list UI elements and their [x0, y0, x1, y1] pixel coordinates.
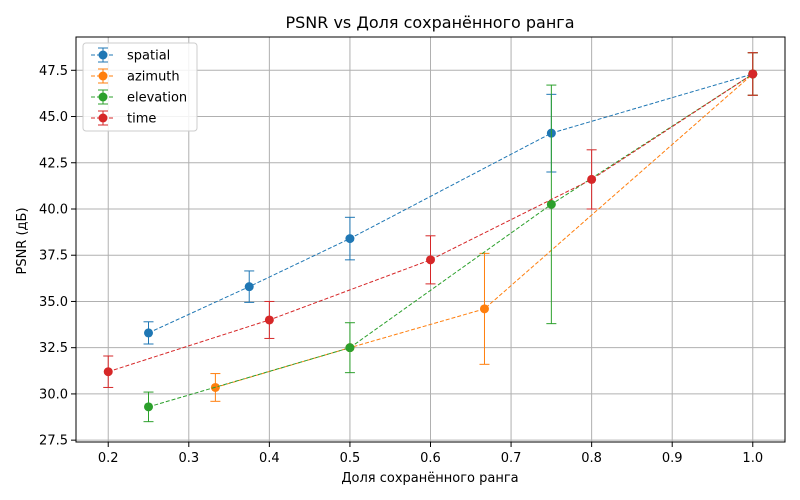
data-point-elevation: [144, 402, 154, 412]
series-azimuth: [210, 52, 758, 402]
legend-label: elevation: [127, 91, 187, 106]
legend-label: azimuth: [127, 70, 180, 85]
data-point-time: [103, 367, 113, 377]
data-point-time: [426, 255, 435, 265]
x-tick-label: 0.3: [178, 451, 199, 466]
x-tick-label: 0.5: [340, 451, 361, 466]
y-axis: 27.5 30.0 32.5 35.0 37.5 40.0 42.5 45.0 47.5: [39, 64, 76, 449]
x-tick-label: 0.2: [98, 451, 119, 466]
legend-marker: [98, 113, 108, 123]
y-tick-label: 37.5: [39, 249, 68, 264]
y-tick-label: 35.0: [39, 295, 68, 310]
y-tick-label: 32.5: [39, 341, 68, 356]
x-tick-label: 0.7: [501, 451, 522, 466]
data-point-time: [587, 174, 597, 184]
x-axis: 0.2 0.3 0.4 0.5 0.6 0.7 0.8 0.9 1.0: [98, 442, 763, 466]
x-tick-label: 1.0: [742, 451, 763, 466]
data-point-elevation: [546, 199, 556, 209]
legend-label: spatial: [127, 49, 170, 64]
data-point-spatial: [345, 234, 355, 244]
series-line-time: [108, 73, 754, 373]
data-point-spatial: [244, 282, 254, 292]
legend-box: [82, 42, 198, 132]
series-line-spatial: [148, 73, 753, 334]
y-tick-label: 45.0: [39, 110, 68, 125]
legend-marker: [98, 92, 108, 102]
series-layer: [103, 52, 758, 423]
x-tick-label: 0.8: [581, 451, 602, 466]
y-tick-label: 27.5: [39, 434, 68, 449]
y-axis-label: PSNR (дБ): [15, 207, 30, 274]
y-tick-label: 47.5: [39, 64, 68, 79]
series-line-elevation: [148, 73, 754, 408]
x-tick-label: 0.9: [662, 451, 683, 466]
legend-marker: [98, 50, 108, 60]
series-line-azimuth: [215, 73, 754, 388]
x-axis-label: Доля сохранённого ранга: [341, 471, 518, 486]
y-tick-label: 42.5: [39, 156, 68, 171]
series-time: [103, 52, 758, 388]
data-point-spatial: [144, 328, 154, 338]
chart-title: PSNR vs Доля сохранённого ранга: [285, 13, 574, 32]
series-spatial: [143, 52, 758, 345]
y-tick-label: 30.0: [39, 387, 68, 402]
data-point-time: [264, 315, 274, 325]
legend-label: time: [127, 112, 156, 127]
x-tick-label: 0.4: [259, 451, 280, 466]
legend: spatial azimuth elevation time: [82, 42, 198, 132]
legend-marker: [98, 71, 108, 81]
series-elevation: [143, 52, 758, 423]
y-tick-label: 40.0: [39, 202, 68, 217]
data-point-elevation: [345, 343, 355, 353]
data-point-time: [748, 69, 758, 79]
data-point-azimuth: [479, 304, 489, 314]
x-tick-label: 0.6: [420, 451, 441, 466]
